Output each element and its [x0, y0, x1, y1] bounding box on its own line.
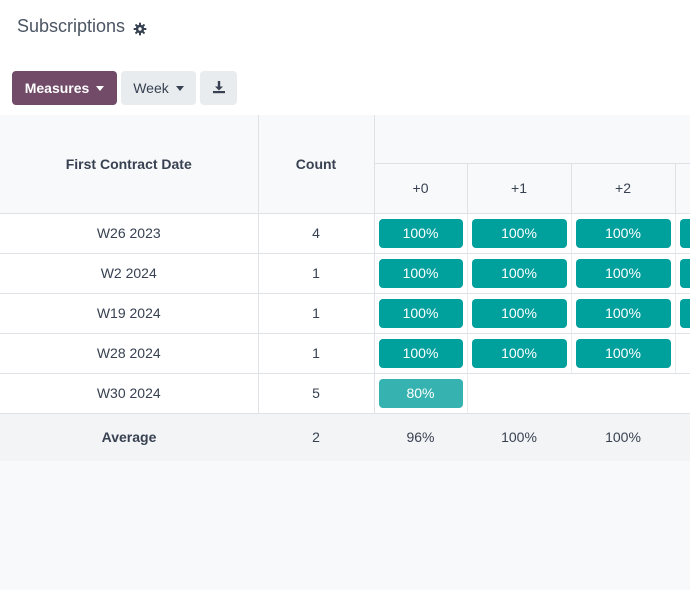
download-icon: [212, 80, 226, 97]
cohort-cell[interactable]: 100%: [374, 213, 468, 254]
period-header: +1: [467, 163, 572, 214]
gear-icon[interactable]: [133, 20, 147, 35]
period-header: +0: [374, 163, 468, 214]
cohort-cell[interactable]: 100%: [374, 253, 468, 294]
cohort-cell[interactable]: 100%: [571, 333, 676, 374]
period-header: [675, 163, 690, 214]
retention-value[interactable]: 100%: [378, 218, 463, 248]
retention-value[interactable]: 100%: [471, 258, 567, 288]
average-count: 2: [258, 413, 374, 461]
cohort-date: W26 2023: [0, 213, 259, 254]
table-row: W2 2024 1 100% 100% 100%: [0, 253, 690, 294]
interval-button[interactable]: Week: [121, 71, 196, 105]
cohort-cell[interactable]: 100%: [467, 333, 572, 374]
cohort-cell[interactable]: [675, 293, 690, 334]
periods-group-header: [374, 115, 690, 164]
cohort-date: W28 2024: [0, 333, 259, 374]
toolbar: Measures Week: [0, 62, 690, 116]
cohort-table-container: First Contract Date Count +0 +1 +2 W26 2…: [0, 115, 690, 590]
retention-value[interactable]: 100%: [378, 258, 463, 288]
cohort-date: W19 2024: [0, 293, 259, 334]
caret-down-icon: [175, 86, 184, 91]
retention-value[interactable]: 100%: [471, 218, 567, 248]
count-column-header[interactable]: Count: [258, 115, 375, 214]
date-column-header[interactable]: First Contract Date: [0, 115, 259, 214]
cohort-cell[interactable]: [675, 213, 690, 254]
cohort-date: W30 2024: [0, 373, 259, 414]
retention-value[interactable]: 100%: [575, 258, 671, 288]
breadcrumb: Subscriptions: [17, 16, 147, 37]
retention-value[interactable]: 100%: [471, 298, 567, 328]
cohort-cell[interactable]: 100%: [374, 293, 468, 334]
retention-value[interactable]: 100%: [378, 338, 463, 368]
cohort-date: W2 2024: [0, 253, 259, 294]
cohort-count: 5: [258, 373, 375, 414]
table-row: W28 2024 1 100% 100% 100%: [0, 333, 690, 374]
control-panel: Subscriptions: [0, 0, 690, 63]
retention-value[interactable]: 100%: [575, 338, 671, 368]
retention-value[interactable]: 100%: [575, 218, 671, 248]
retention-value[interactable]: [679, 258, 690, 288]
cohort-cell: [467, 373, 571, 414]
retention-value[interactable]: 80%: [378, 378, 463, 408]
cohort-count: 1: [258, 253, 375, 294]
table-row: W19 2024 1 100% 100% 100%: [0, 293, 690, 334]
cohort-cell[interactable]: 100%: [467, 213, 572, 254]
interval-label: Week: [133, 80, 169, 96]
retention-value[interactable]: 100%: [378, 298, 463, 328]
cohort-cell: [571, 373, 675, 414]
cohort-cell: [675, 333, 690, 374]
average-value: 96%: [374, 413, 467, 461]
cohort-cell[interactable]: 100%: [374, 333, 468, 374]
cohort-cell[interactable]: 100%: [571, 213, 676, 254]
cohort-cell[interactable]: 100%: [571, 293, 676, 334]
caret-down-icon: [96, 86, 105, 91]
cohort-cell: [675, 373, 690, 414]
average-value: [675, 413, 690, 461]
retention-value[interactable]: 100%: [471, 338, 567, 368]
table-row: W26 2023 4 100% 100% 100%: [0, 213, 690, 254]
average-label: Average: [0, 413, 258, 461]
cohort-cell[interactable]: [675, 253, 690, 294]
period-header: +2: [571, 163, 676, 214]
cohort-table: First Contract Date Count +0 +1 +2 W26 2…: [0, 115, 690, 461]
retention-value[interactable]: [679, 298, 690, 328]
cohort-cell[interactable]: 80%: [374, 373, 468, 414]
retention-value[interactable]: 100%: [575, 298, 671, 328]
retention-value[interactable]: [679, 218, 690, 248]
cohort-count: 4: [258, 213, 375, 254]
cohort-count: 1: [258, 293, 375, 334]
cohort-cell[interactable]: 100%: [571, 253, 676, 294]
download-button[interactable]: [200, 71, 237, 105]
table-row: W30 2024 5 80%: [0, 373, 690, 414]
cohort-cell[interactable]: 100%: [467, 253, 572, 294]
cohort-cell[interactable]: 100%: [467, 293, 572, 334]
page-title: Subscriptions: [17, 16, 126, 36]
average-value: 100%: [571, 413, 675, 461]
average-value: 100%: [467, 413, 571, 461]
measures-button[interactable]: Measures: [12, 71, 117, 105]
measures-label: Measures: [24, 80, 90, 96]
cohort-count: 1: [258, 333, 375, 374]
